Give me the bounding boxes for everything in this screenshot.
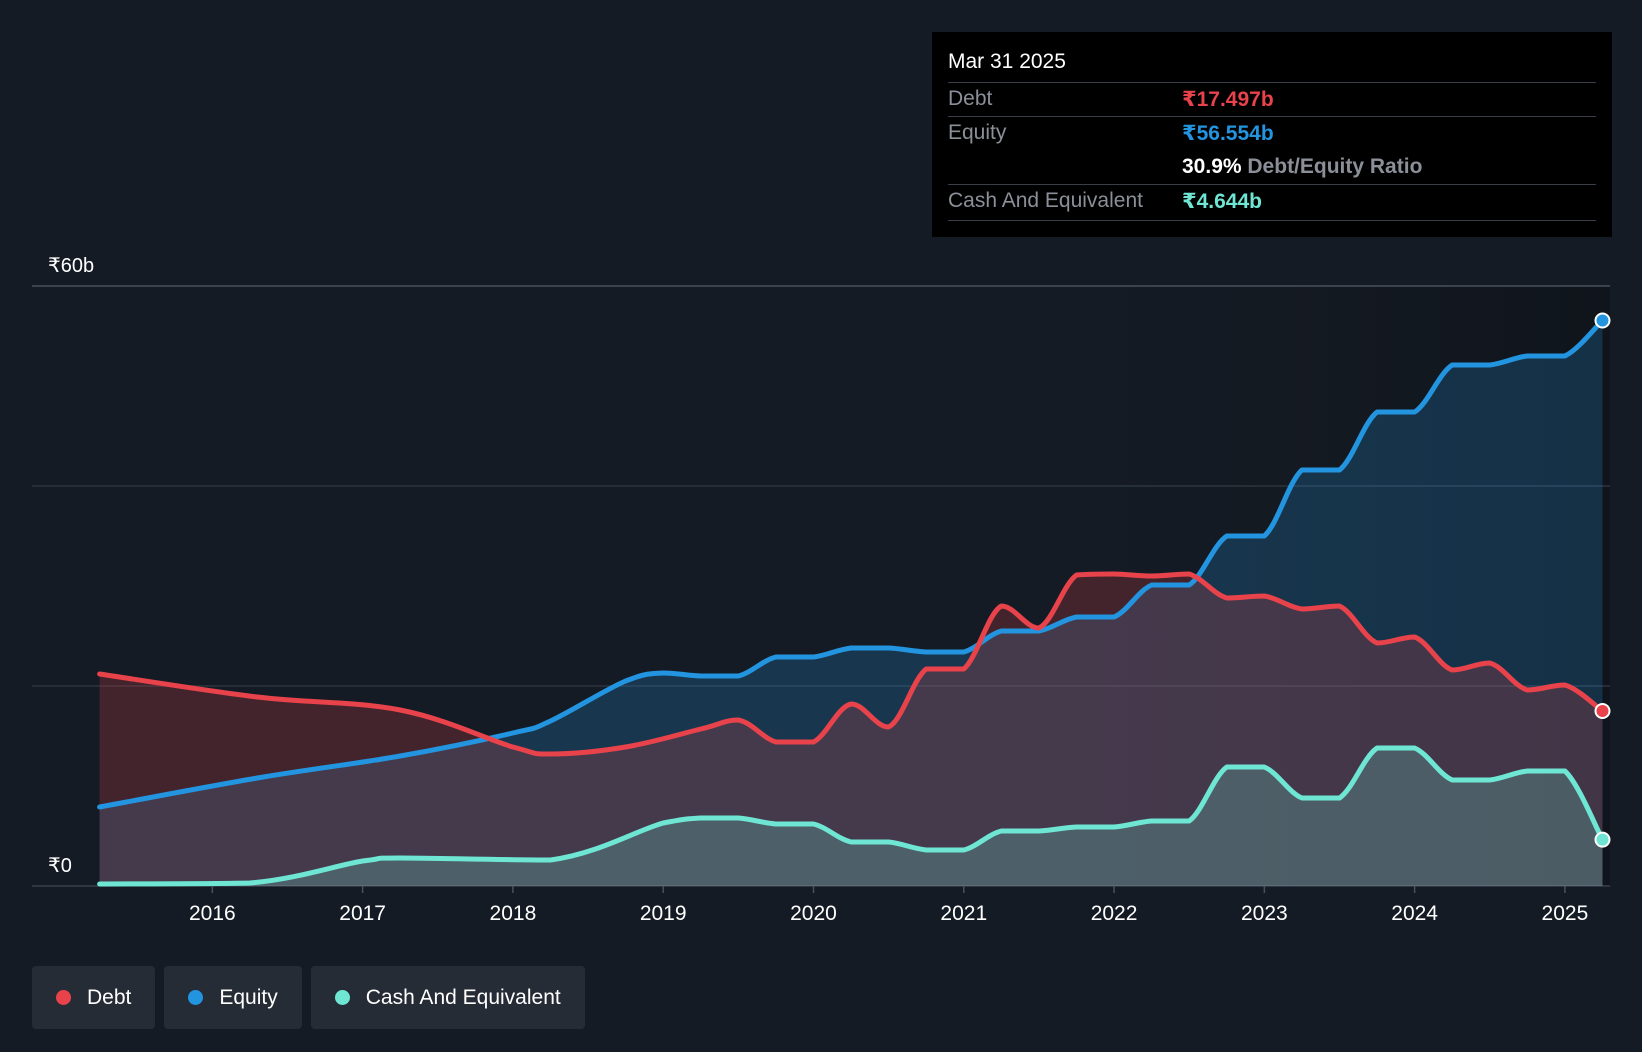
tooltip-debt-label: Debt [948, 87, 993, 110]
legend: Debt Equity Cash And Equivalent [32, 966, 585, 1029]
x-tick-label: 2021 [940, 902, 987, 925]
tooltip-divider [948, 184, 1596, 185]
x-tick-label: 2025 [1542, 902, 1589, 925]
end-markers [1594, 312, 1611, 848]
debt-end-marker [1594, 703, 1611, 719]
legend-cash-label: Cash And Equivalent [365, 985, 561, 1009]
tooltip-ratio-value: 30.9% [1182, 155, 1242, 178]
x-tick-label: 2016 [189, 902, 236, 925]
cash-area [99, 748, 1603, 886]
x-tick-label: 2023 [1241, 902, 1288, 925]
equity-area [99, 320, 1603, 886]
equity-dot-icon [188, 990, 204, 1005]
debt-line [97, 571, 1605, 757]
x-tick-label: 2020 [790, 902, 837, 925]
equity-end-marker [1594, 312, 1611, 329]
series-areas [99, 320, 1603, 886]
equity-line [97, 318, 1605, 810]
tooltip-cash-label: Cash And Equivalent [948, 189, 1143, 212]
gridlines [32, 285, 1610, 887]
y-tick-label: ₹60b [48, 255, 94, 277]
legend-item-debt[interactable]: Debt [32, 966, 156, 1029]
tooltip-equity-value: ₹56.554b [1182, 122, 1274, 145]
cash-end-marker [1594, 831, 1611, 848]
tooltip-divider [948, 220, 1596, 221]
x-axis-labels: 2016 2017 2018 2019 2020 2021 2022 2023 2024 2025 [189, 886, 1588, 925]
tooltip-ratio: 30.9% Debt/Equity Ratio [1182, 155, 1422, 179]
legend-item-cash[interactable]: Cash And Equivalent [310, 966, 585, 1029]
y-axis-labels: ₹0 ₹60b [48, 255, 94, 877]
debt-dot-icon [56, 990, 71, 1005]
legend-equity-label: Equity [219, 985, 278, 1009]
x-tick-label: 2018 [490, 902, 537, 925]
y-tick-label: ₹0 [48, 855, 72, 877]
tooltip-divider [948, 82, 1596, 83]
tooltip-cash-value: ₹4.644b [1182, 190, 1262, 213]
legend-item-equity[interactable]: Equity [164, 966, 302, 1029]
tooltip-equity-label: Equity [948, 121, 1007, 144]
x-tick-label: 2019 [640, 902, 687, 925]
tooltip: Mar 31 2025 Debt ₹17.497b Equity ₹56.554… [932, 32, 1612, 237]
tooltip-debt-value: ₹17.497b [1182, 88, 1274, 111]
series-lines [97, 318, 1605, 887]
cash-dot-icon [334, 990, 350, 1005]
x-tick-label: 2022 [1091, 902, 1138, 925]
legend-debt-label: Debt [87, 985, 132, 1009]
x-tick-label: 2024 [1391, 902, 1438, 925]
cash-line [97, 745, 1605, 887]
debt-area [99, 574, 1603, 886]
tooltip-divider [948, 116, 1596, 117]
tooltip-ratio-label: Debt/Equity Ratio [1247, 155, 1423, 178]
x-tick-label: 2017 [339, 902, 386, 925]
tooltip-date: Mar 31 2025 [948, 50, 1066, 73]
